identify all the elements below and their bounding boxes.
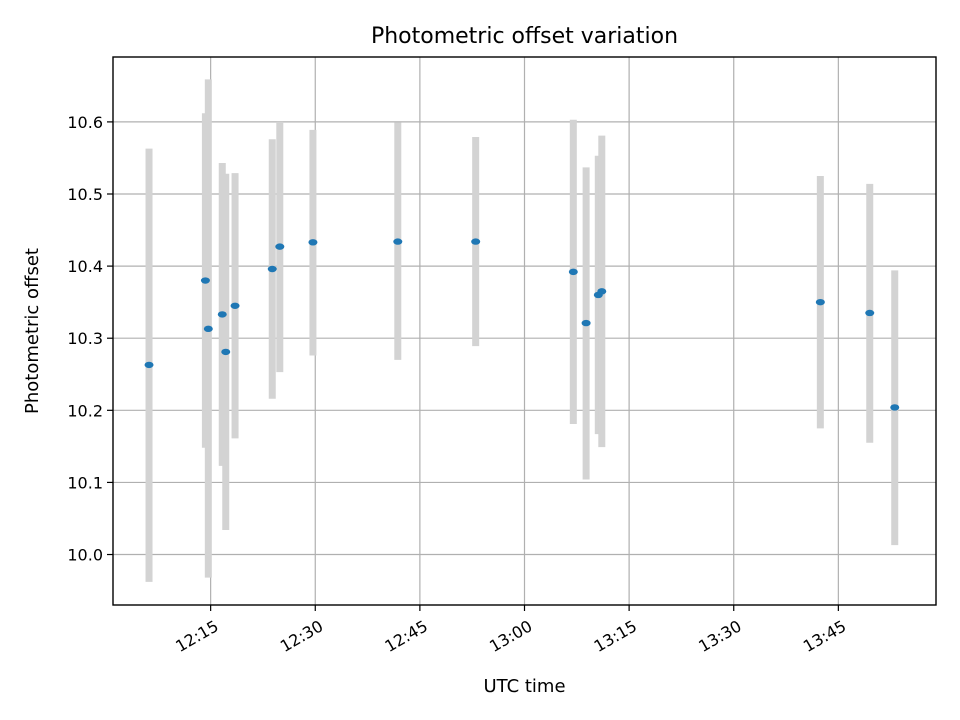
y-tick-label: 10.0 [67, 546, 103, 565]
x-tick-label: 13:15 [591, 616, 640, 656]
errorbar-layer [145, 79, 899, 582]
x-axis-label: UTC time [483, 676, 565, 697]
data-point [203, 325, 213, 333]
chart-title: Photometric offset variation [371, 24, 678, 49]
data-point [217, 311, 227, 318]
data-point [144, 361, 154, 369]
data-point [890, 404, 900, 411]
y-tick-label: 10.3 [67, 329, 103, 348]
data-point [308, 239, 318, 246]
data-point [267, 265, 277, 273]
data-point [568, 268, 578, 276]
data-point [221, 348, 231, 356]
x-tick-label: 12:45 [381, 616, 430, 656]
data-point [230, 302, 240, 309]
x-tick-label: 13:30 [695, 616, 744, 656]
data-point [597, 288, 607, 295]
y-axis-label: Photometric offset [22, 248, 43, 414]
x-tick-label: 12:30 [277, 616, 326, 656]
x-tick-label: 13:45 [800, 616, 849, 656]
data-point [471, 238, 481, 245]
data-point [815, 298, 825, 306]
data-point [275, 243, 285, 250]
grid-layer [113, 57, 936, 605]
x-tick-label: 13:00 [486, 616, 535, 656]
data-point [865, 309, 875, 317]
y-tick-label: 10.2 [67, 401, 103, 420]
data-point [581, 319, 591, 327]
data-point [393, 238, 403, 245]
y-tick-label: 10.1 [67, 473, 103, 492]
x-tick-label: 12:15 [172, 616, 221, 656]
point-layer [144, 238, 900, 411]
y-tick-label: 10.6 [67, 113, 103, 132]
y-tick-label: 10.4 [67, 257, 103, 276]
y-tick-label: 10.5 [67, 185, 103, 204]
data-point [200, 277, 210, 284]
